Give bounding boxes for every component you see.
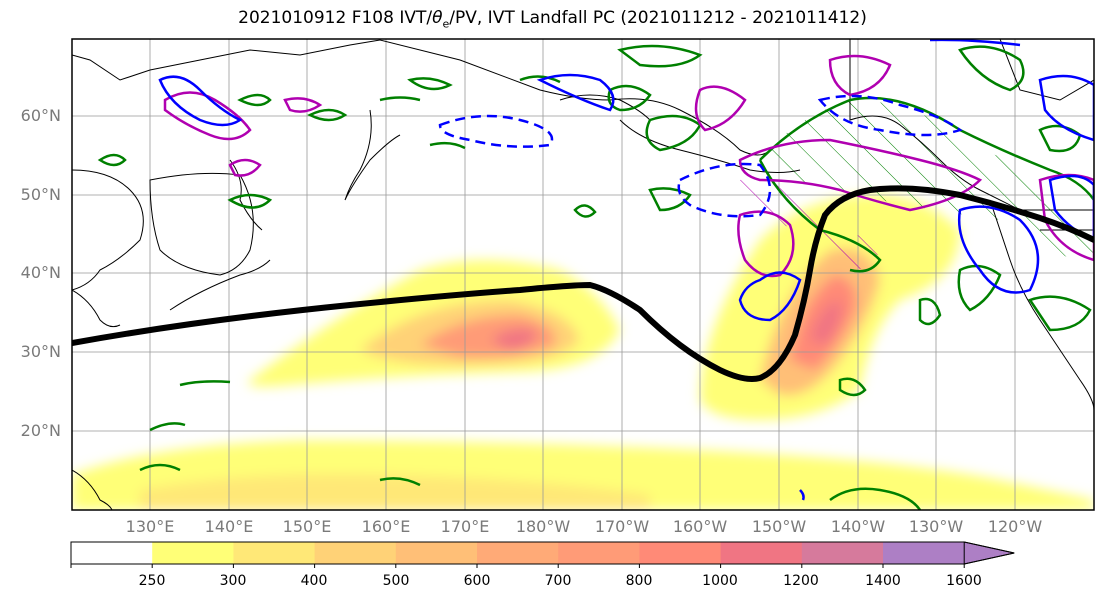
colorbar-tick-label: 1400 <box>865 573 901 589</box>
colorbar-tick-label: 250 <box>138 573 166 589</box>
lon-label-160w: 160°W <box>672 517 728 536</box>
lon-label-170e: 170°E <box>440 517 490 536</box>
lon-label-150e: 150°E <box>282 517 332 536</box>
negative-contours <box>158 39 1094 501</box>
colorbar-segment <box>152 542 234 564</box>
lat-label-40n: 40°N <box>20 263 61 282</box>
lon-label-160e: 160°E <box>361 517 411 536</box>
coastlines <box>72 39 1094 510</box>
colorbar-extend-arrow <box>963 541 1015 565</box>
colorbar-segment <box>720 542 803 564</box>
colorbar-tick-label: 400 <box>300 573 328 589</box>
colorbar-outline <box>70 541 1015 565</box>
lat-label-30n: 30°N <box>20 342 61 361</box>
colorbar-tick-label: 800 <box>625 573 653 589</box>
lon-label-120w: 120°W <box>987 517 1043 536</box>
lat-label-60n: 60°N <box>20 106 61 125</box>
lon-label-130w: 130°W <box>908 517 964 536</box>
colorbar-tick-label: 1600 <box>946 573 982 589</box>
colorbar-tick-label: 1000 <box>702 573 738 589</box>
colorbar <box>70 541 1015 568</box>
colorbar-segment <box>558 542 640 564</box>
lon-label-130e: 130°E <box>125 517 175 536</box>
lon-label-150w: 150°W <box>751 517 807 536</box>
colorbar-tick-label: 600 <box>463 573 491 589</box>
colorbar-segment <box>801 542 884 564</box>
colorbar-segment <box>395 542 478 564</box>
colorbar-segment <box>477 542 559 564</box>
colorbar-segment <box>314 542 397 564</box>
lon-label-140e: 140°E <box>204 517 254 536</box>
lon-label-140w: 140°W <box>830 517 886 536</box>
lat-label-20n: 20°N <box>20 421 61 440</box>
ivt-filled-contours <box>72 194 1094 510</box>
lon-label-170w: 170°W <box>594 517 650 536</box>
colorbar-segment <box>639 542 722 564</box>
colorbar-tick-label: 300 <box>219 573 247 589</box>
dashed-contours <box>438 94 963 218</box>
colorbar-segment <box>71 542 153 564</box>
colorbar-tick-label: 700 <box>544 573 572 589</box>
hatched-region-2 <box>740 177 880 270</box>
colorbar-tick-label: 500 <box>382 573 410 589</box>
colorbar-segment <box>883 542 965 564</box>
colorbar-tick-label: 1200 <box>783 573 819 589</box>
lon-label-180w: 180°W <box>515 517 571 536</box>
ivt-landfall-pc-line <box>72 185 1094 382</box>
lat-label-50n: 50°N <box>20 185 61 204</box>
map-frame <box>71 38 1095 511</box>
figure-title: 2021010912 F108 IVT/θe/PV, IVT Landfall … <box>238 8 867 31</box>
colorbar-segment <box>233 542 316 564</box>
